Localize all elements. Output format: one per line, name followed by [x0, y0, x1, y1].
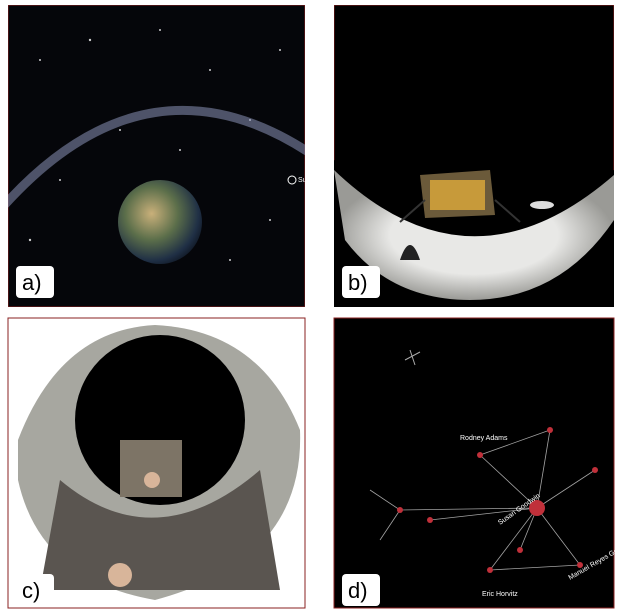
label-box — [16, 266, 54, 298]
label-box — [342, 574, 380, 606]
panel-label: d) — [348, 578, 368, 603]
panel-a: Sun — [8, 5, 311, 307]
annotation: Eric Horvitz — [482, 591, 518, 598]
label-box — [16, 574, 54, 606]
panel-label: b) — [348, 270, 368, 295]
panel-c — [7, 317, 306, 609]
panel-label: c) — [22, 578, 40, 603]
panel-d: Susan Goodwin Eric Horvitz Manuel Reyes … — [333, 317, 617, 609]
label-box — [342, 266, 380, 298]
annotation: Rodney Adams — [460, 435, 508, 442]
annotation: Sun — [298, 177, 311, 184]
panel-label: a) — [22, 270, 42, 295]
panel-b — [334, 5, 614, 307]
